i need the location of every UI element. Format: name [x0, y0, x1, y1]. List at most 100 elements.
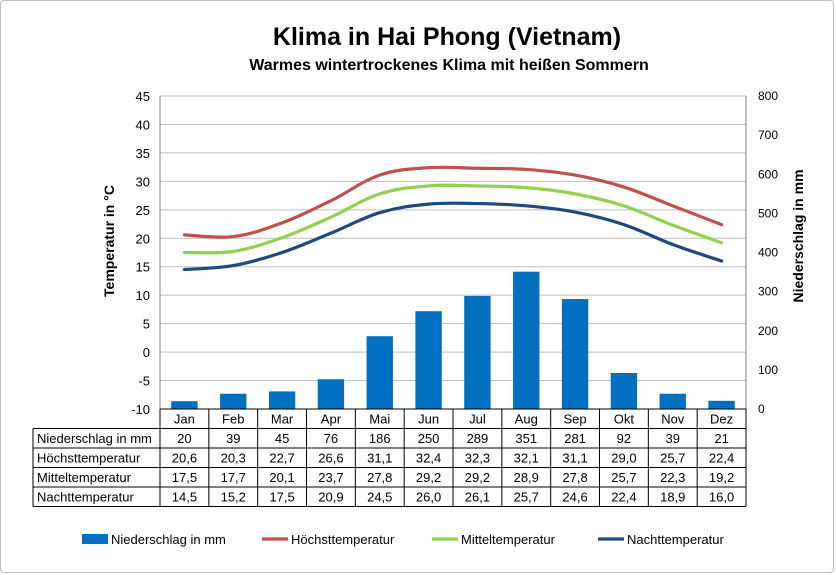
x-tick-label: Aug [515, 412, 538, 427]
table-cell: 31,1 [562, 451, 587, 466]
legend-label: Mitteltemperatur [461, 532, 556, 547]
table-cell: 27,8 [367, 470, 392, 485]
y-tick-right: 700 [758, 128, 778, 142]
y-tick-right: 0 [758, 402, 765, 416]
table-cell: 17,7 [221, 470, 246, 485]
precipitation-bar-feb [220, 393, 247, 409]
precipitation-bar-jun [415, 311, 442, 409]
y-tick-left: 20 [136, 231, 150, 246]
table-cell: 25,7 [611, 470, 636, 485]
x-tick-label: Jul [469, 412, 486, 427]
table-row-label: Niederschlag in mm [37, 431, 152, 446]
table-cell: 20 [177, 431, 191, 446]
y-tick-right: 400 [758, 246, 778, 260]
legend-swatch-bar [82, 534, 108, 544]
precipitation-bar-nov [659, 393, 686, 409]
table-cell: 22,4 [611, 490, 636, 505]
legend-label: Nachttemperatur [627, 532, 724, 547]
table-cell: 22,3 [660, 470, 685, 485]
table-cell: 32,3 [465, 451, 490, 466]
y-axis-right-title: Niederschlag in mm [790, 169, 806, 302]
line-nachttemperatur [182, 201, 724, 272]
table-cell: 20,1 [269, 470, 294, 485]
chart-subtitle: Warmes wintertrockenes Klima mit heißen … [249, 57, 649, 74]
precipitation-bar-aug [513, 271, 540, 409]
gridlines [160, 95, 746, 410]
precipitation-bar-mai [366, 336, 393, 409]
table-cell: 29,2 [465, 470, 490, 485]
y-tick-left: -5 [138, 374, 150, 389]
table-cell: 39 [666, 431, 680, 446]
x-tick-label: Nov [661, 412, 685, 427]
x-tick-label: Jun [418, 412, 439, 427]
table-cell: 26,0 [416, 490, 441, 505]
table-cell: 16,0 [709, 490, 734, 505]
table-cell: 351 [515, 431, 537, 446]
table-cell: 28,9 [514, 470, 539, 485]
table-cell: 29,2 [416, 470, 441, 485]
precipitation-bars [171, 271, 735, 409]
precipitation-bar-sep [561, 299, 589, 409]
table-row-label: Höchsttemperatur [37, 451, 141, 466]
y-tick-right: 500 [758, 206, 778, 220]
y-tick-left: -10 [131, 402, 150, 417]
y-tick-right: 100 [758, 363, 778, 377]
table-cell: 26,6 [318, 451, 343, 466]
axes: -10 -5 0 5 10 15 20 25 30 35 40 45 0 100 200 300 400 500 6… [131, 89, 778, 417]
table-cell: 76 [324, 431, 338, 446]
line-höchsttemperatur [182, 165, 724, 239]
y-tick-left: 35 [136, 146, 150, 161]
table-cell: 281 [564, 431, 586, 446]
table-cell: 26,1 [465, 490, 490, 505]
y-tick-right: 200 [758, 324, 778, 338]
y-tick-right: 600 [758, 167, 778, 181]
table-cell: 23,7 [318, 470, 343, 485]
table-row-label: Mitteltemperatur [37, 470, 132, 485]
table-cell: 22,4 [709, 451, 734, 466]
y-tick-left: 30 [136, 174, 150, 189]
x-tick-label: Jan [174, 412, 195, 427]
precipitation-bar-okt [610, 373, 638, 409]
table-cell: 186 [369, 431, 391, 446]
table-cell: 21 [714, 431, 728, 446]
legend: Niederschlag in mm Höchsttemperatur Mittel… [82, 532, 724, 547]
table-cell: 22,7 [269, 451, 294, 466]
x-tick-label: Apr [321, 412, 342, 427]
y-axis-left-title: Temperatur in °C [101, 185, 117, 297]
table-cell: 20,6 [172, 451, 197, 466]
table-cell: 20,9 [318, 490, 343, 505]
x-tick-label: Mar [271, 412, 294, 427]
table-cell: 18,9 [660, 490, 685, 505]
table-cell: 250 [418, 431, 440, 446]
table-cell: 31,1 [367, 451, 392, 466]
table-cell: 289 [467, 431, 489, 446]
table-cell: 29,0 [611, 451, 636, 466]
precipitation-bar-apr [317, 379, 345, 409]
y-tick-left: 25 [136, 203, 150, 218]
table-cell: 24,6 [562, 490, 587, 505]
table-cell: 15,2 [221, 490, 246, 505]
table-cell: 92 [617, 431, 631, 446]
line-mitteltemperatur [182, 183, 724, 255]
temperature-lines [182, 165, 724, 272]
y-tick-left: 0 [143, 345, 150, 360]
x-tick-label: Sep [564, 412, 587, 427]
table-cell: 20,3 [221, 451, 246, 466]
table-cell: 14,5 [172, 490, 197, 505]
table-cell: 25,7 [660, 451, 685, 466]
y-tick-left: 10 [136, 288, 150, 303]
x-tick-label: Dez [710, 412, 733, 427]
table-cell: 27,8 [562, 470, 587, 485]
table-cell: 17,5 [172, 470, 197, 485]
x-tick-label: Okt [614, 412, 635, 427]
y-tick-left: 40 [136, 117, 150, 132]
table-row-label: Nachttemperatur [37, 490, 134, 505]
x-tick-label: Feb [222, 412, 244, 427]
precipitation-bar-mar [268, 391, 296, 409]
precipitation-bar-jul [464, 295, 491, 409]
y-tick-left: 45 [136, 89, 150, 104]
table-cell: 32,1 [514, 451, 539, 466]
y-tick-right: 800 [758, 89, 778, 103]
